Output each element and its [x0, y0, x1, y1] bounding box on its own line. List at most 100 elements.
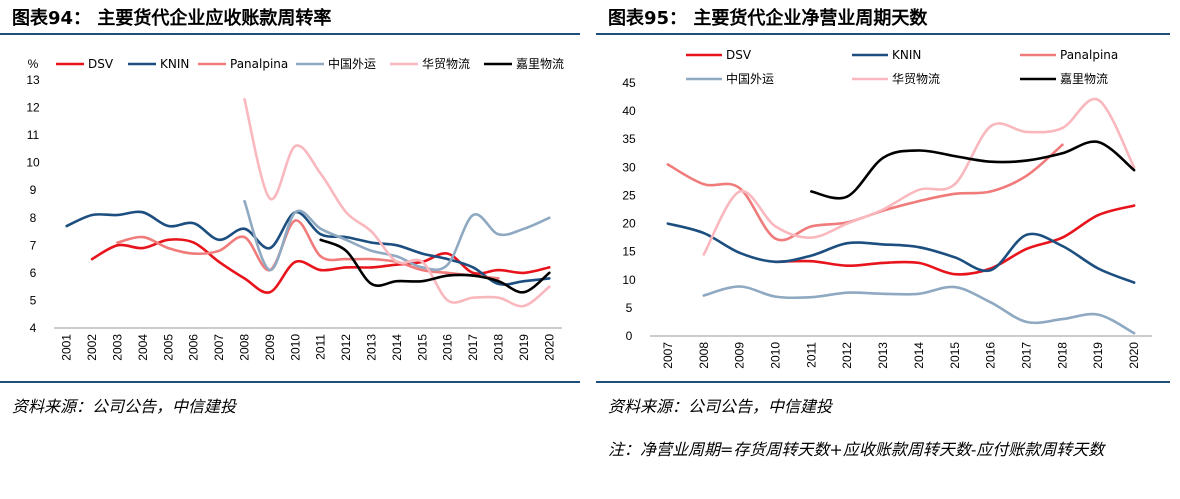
right-data-point — [1132, 168, 1136, 172]
left-data-point — [344, 211, 348, 214]
right-data-point — [881, 292, 885, 296]
right-data-point — [1097, 267, 1100, 270]
left-y-tick-label: 4 — [30, 321, 37, 335]
left-data-point — [217, 260, 221, 264]
left-x-tick-label: 2007 — [212, 334, 226, 361]
left-data-point — [421, 260, 424, 264]
left-legend-label: KNIN — [160, 57, 189, 71]
left-x-tick-label: 2005 — [161, 334, 175, 361]
right-y-tick-label: 5 — [626, 301, 633, 315]
left-data-point — [319, 255, 322, 258]
left-x-tick-label: 2001 — [60, 334, 74, 361]
right-data-point — [810, 190, 813, 193]
right-x-tick-label: 2007 — [661, 342, 675, 369]
right-data-point — [1061, 236, 1064, 239]
left-data-point — [421, 252, 424, 255]
right-data-point — [917, 149, 921, 152]
right-data-point — [810, 225, 813, 228]
left-x-tick-label: 2012 — [339, 334, 353, 361]
right-note-text: 注：净营业周期=存货周转天数+应收账款周转天数-应付账款周转天数 — [608, 440, 1105, 459]
right-x-tick-label: 2009 — [733, 342, 747, 369]
right-data-point — [1025, 159, 1028, 162]
right-data-point — [774, 225, 777, 228]
right-series-line-1 — [666, 222, 1136, 284]
left-y-tick-label: 7 — [30, 238, 37, 252]
right-x-tick-label: 2011 — [804, 342, 818, 368]
left-legend-label: DSV — [88, 57, 114, 71]
right-y-tick-label: 30 — [622, 160, 636, 174]
right-y-tick-label: 25 — [622, 188, 636, 202]
left-data-point — [243, 200, 246, 203]
right-data-point — [1025, 233, 1028, 236]
right-data-point — [989, 125, 992, 128]
right-line-chart: 0 5 10 15 20 25 30 35 40 45 2007 2008 2009 2010 2011 20… — [622, 48, 1152, 369]
left-data-point — [65, 224, 68, 228]
left-x-tick-label: 2017 — [466, 334, 480, 361]
left-x-tick-label: 2020 — [542, 334, 556, 361]
right-data-point — [1097, 213, 1100, 217]
right-data-point — [774, 295, 777, 298]
left-data-point — [471, 296, 475, 299]
left-data-point — [268, 197, 272, 200]
left-data-point — [395, 279, 399, 283]
right-series-line-2 — [666, 143, 1064, 242]
right-legend-label: 嘉里物流 — [1060, 72, 1108, 86]
right-data-point — [1025, 247, 1028, 251]
left-data-point — [395, 260, 399, 264]
right-legend-label: 华贸物流 — [892, 72, 940, 86]
right-title-rule — [596, 33, 1170, 35]
left-data-point — [344, 238, 348, 242]
left-data-point — [497, 282, 500, 286]
right-data-point — [846, 242, 849, 245]
right-data-point — [917, 245, 921, 249]
left-data-point — [319, 227, 322, 230]
right-data-point — [1025, 320, 1028, 324]
right-chart-title: 图表95： 主要货代企业净营业周期天数 — [608, 8, 928, 29]
left-data-point — [370, 249, 373, 253]
left-data-point — [243, 98, 246, 101]
right-data-point — [774, 260, 777, 263]
right-data-point — [774, 237, 777, 240]
right-data-point — [989, 160, 992, 163]
left-x-tick-label: 2019 — [517, 334, 531, 361]
left-data-point — [319, 238, 322, 242]
left-x-tick-label: 2009 — [263, 334, 277, 361]
left-series-line-1 — [65, 210, 551, 286]
right-data-point — [989, 269, 992, 272]
right-data-point — [1061, 317, 1064, 321]
left-data-point — [446, 271, 449, 275]
right-data-point — [738, 190, 741, 193]
right-data-point — [881, 243, 885, 246]
right-data-point — [1061, 143, 1064, 147]
left-data-point — [167, 224, 170, 228]
left-series-line-0 — [90, 238, 551, 294]
left-data-point — [268, 268, 272, 272]
left-data-point — [294, 211, 297, 214]
left-y-tick-label: 13 — [26, 73, 40, 87]
left-data-point — [294, 219, 297, 222]
left-data-point — [294, 144, 297, 148]
left-data-point — [497, 296, 500, 299]
left-data-point — [192, 241, 195, 244]
left-x-tick-label: 2003 — [111, 334, 125, 361]
left-x-tick-label: 2010 — [288, 334, 302, 361]
right-data-point — [1025, 174, 1028, 177]
left-data-point — [548, 266, 551, 269]
right-legend-label: 中国外运 — [726, 71, 774, 86]
right-data-point — [810, 260, 813, 263]
left-data-point — [446, 274, 449, 277]
right-x-tick-label: 2008 — [697, 342, 711, 369]
left-x-tick-label: 2002 — [85, 334, 99, 361]
left-x-tick-label: 2014 — [390, 334, 404, 361]
right-data-point — [846, 195, 849, 198]
right-bottom-rule — [596, 381, 1170, 383]
right-data-point — [1132, 331, 1136, 335]
left-series-line-5 — [319, 238, 551, 294]
left-data-point — [421, 266, 424, 269]
right-y-tick-label: 0 — [626, 329, 633, 343]
left-data-point — [522, 290, 526, 294]
left-x-tick-label: 2006 — [187, 334, 201, 361]
right-data-point — [917, 199, 921, 203]
left-data-point — [471, 213, 475, 217]
left-y-tick-label: 9 — [30, 183, 37, 197]
